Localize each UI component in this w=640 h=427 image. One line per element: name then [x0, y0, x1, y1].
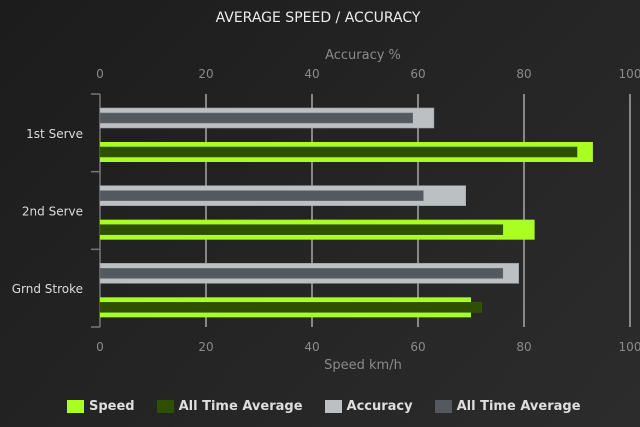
legend-swatch: [434, 400, 452, 413]
top-tick-label: 0: [96, 67, 104, 81]
bar-accuracy-average: [99, 112, 414, 124]
chart-title: AVERAGE SPEED / ACCURACY: [216, 10, 421, 26]
category-label: Grnd Stroke: [12, 282, 83, 296]
bottom-tick-label: 0: [96, 340, 104, 354]
bottom-tick-label: 100: [619, 340, 640, 354]
legend-swatch: [156, 400, 174, 413]
bar-accuracy-average: [99, 268, 504, 279]
legend: Speed All Time Average Accuracy All Time Av…: [67, 399, 603, 414]
bottom-axis-label: Speed km/h: [324, 358, 402, 373]
top-tick-label: 100: [619, 67, 640, 81]
bar-speed-average: [99, 224, 504, 235]
top-tick-label: 60: [410, 67, 425, 81]
bar-speed-average: [99, 146, 578, 158]
legend-swatch: [324, 400, 342, 413]
legend-label: All Time Average: [178, 399, 303, 414]
category-label: 1st Serve: [26, 127, 83, 141]
top-tick-label: 20: [198, 67, 213, 81]
bottom-tick-label: 80: [516, 340, 531, 354]
top-axis-label: Accuracy %: [325, 48, 401, 63]
bottom-tick-label: 60: [410, 340, 425, 354]
bar-accuracy-average: [99, 190, 424, 201]
legend-label: All Time Average: [456, 399, 581, 414]
legend-label: Accuracy: [346, 399, 413, 414]
legend-item[interactable]: Accuracy: [324, 399, 413, 414]
top-tick-label: 40: [304, 67, 319, 81]
legend-swatch: [67, 400, 84, 413]
bottom-tick-label: 20: [198, 340, 213, 354]
top-tick-label: 80: [516, 67, 531, 81]
legend-label: Speed: [89, 399, 135, 414]
category-label: 2nd Serve: [22, 205, 83, 219]
bottom-tick-label: 40: [304, 340, 319, 354]
legend-item[interactable]: All Time Average: [434, 399, 581, 414]
bar-speed-average: [99, 302, 482, 313]
legend-item[interactable]: Speed: [67, 399, 135, 414]
legend-item[interactable]: All Time Average: [156, 399, 303, 414]
